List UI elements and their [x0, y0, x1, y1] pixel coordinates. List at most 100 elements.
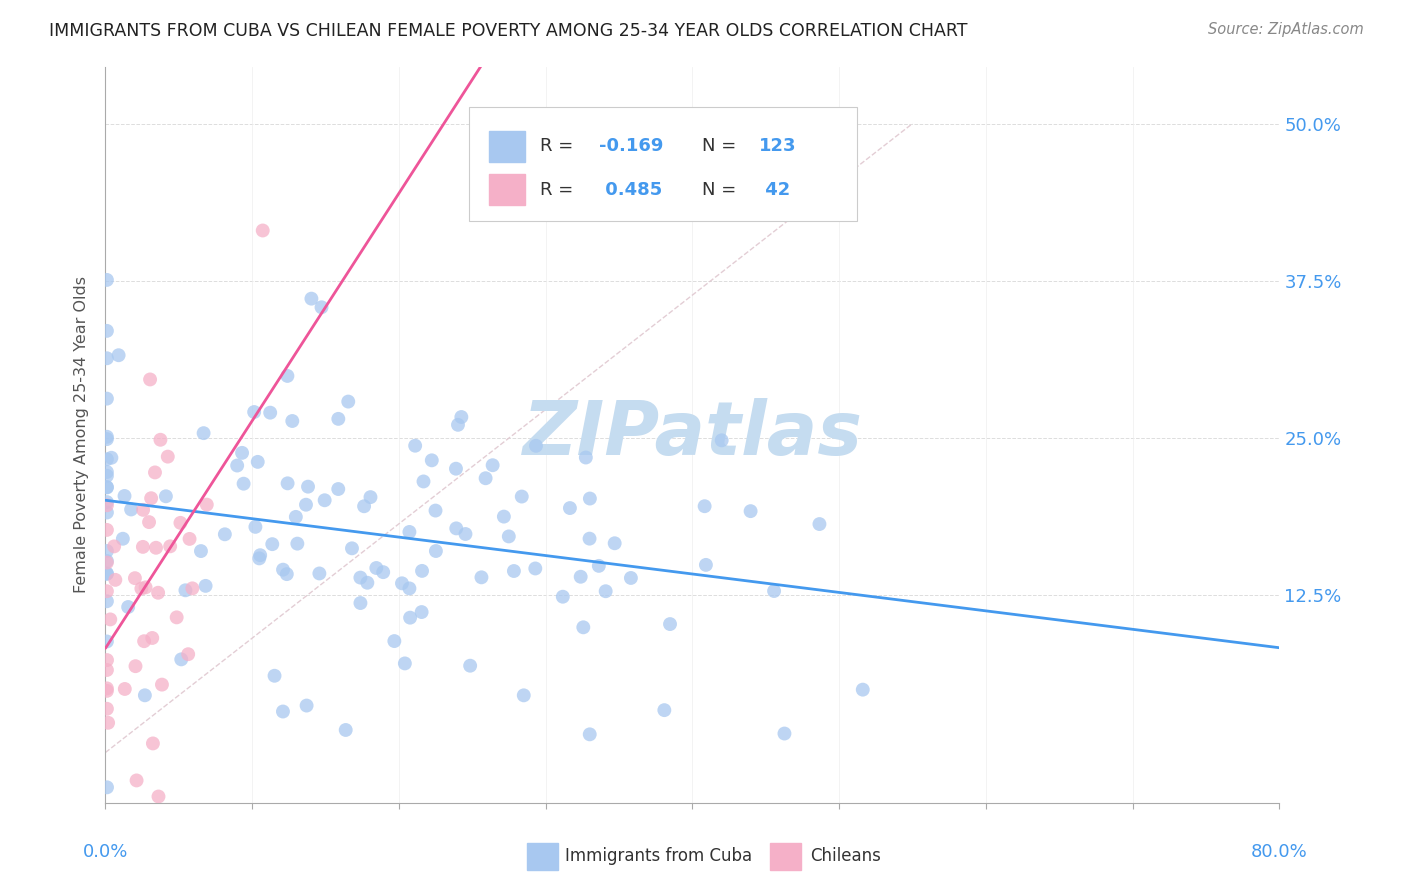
Point	[276, 368, 298, 383]
Point	[620, 571, 643, 585]
Point	[349, 571, 371, 585]
Point	[104, 573, 127, 587]
Point	[156, 450, 179, 464]
Point	[139, 372, 162, 386]
Point	[773, 726, 796, 740]
Point	[340, 541, 363, 556]
Point	[578, 532, 600, 546]
Point	[328, 482, 350, 496]
Point	[654, 703, 676, 717]
Text: Source: ZipAtlas.com: Source: ZipAtlas.com	[1208, 22, 1364, 37]
Point	[425, 503, 447, 517]
Point	[693, 499, 716, 513]
Point	[575, 450, 598, 465]
Text: R =: R =	[540, 181, 579, 199]
Point	[145, 541, 167, 555]
Point	[114, 489, 136, 503]
Point	[382, 634, 405, 648]
Point	[366, 561, 388, 575]
Point	[96, 480, 118, 494]
Point	[447, 417, 470, 432]
Point	[551, 590, 574, 604]
Point	[394, 657, 416, 671]
Point	[311, 300, 333, 314]
Point	[96, 468, 118, 483]
Point	[124, 571, 146, 585]
Point	[96, 392, 118, 406]
Point	[194, 579, 217, 593]
Point	[572, 620, 595, 634]
Point	[281, 414, 304, 428]
Point	[96, 432, 118, 446]
Point	[96, 465, 118, 479]
Point	[107, 348, 129, 362]
Point	[96, 780, 118, 795]
Point	[96, 544, 118, 558]
Text: N =: N =	[702, 137, 742, 155]
Point	[349, 596, 371, 610]
Point	[146, 586, 169, 600]
Point	[360, 490, 382, 504]
Point	[96, 554, 118, 568]
Point	[510, 490, 533, 504]
Point	[503, 564, 526, 578]
Point	[276, 567, 298, 582]
Point	[444, 461, 467, 475]
Bar	[489, 131, 524, 161]
Point	[595, 584, 617, 599]
Point	[232, 476, 254, 491]
Point	[214, 527, 236, 541]
Point	[125, 773, 148, 788]
Point	[149, 433, 172, 447]
Point	[170, 652, 193, 666]
Point	[356, 575, 378, 590]
Point	[120, 502, 142, 516]
Text: Immigrants from Cuba: Immigrants from Cuba	[565, 847, 752, 865]
Text: 42: 42	[759, 181, 790, 199]
Text: 123: 123	[759, 137, 797, 155]
Point	[524, 561, 547, 575]
Point	[114, 681, 136, 696]
Text: ZIPatlas: ZIPatlas	[523, 399, 862, 471]
Point	[195, 498, 218, 512]
Point	[579, 491, 602, 506]
Point	[308, 566, 330, 581]
Point	[124, 659, 146, 673]
Point	[411, 605, 433, 619]
Text: IMMIGRANTS FROM CUBA VS CHILEAN FEMALE POVERTY AMONG 25-34 YEAR OLDS CORRELATION: IMMIGRANTS FROM CUBA VS CHILEAN FEMALE P…	[49, 22, 967, 40]
Point	[337, 394, 360, 409]
Point	[262, 537, 284, 551]
Point	[763, 584, 786, 599]
Point	[450, 410, 472, 425]
Point	[139, 491, 162, 506]
Point	[470, 570, 492, 584]
Point	[96, 498, 118, 512]
Point	[277, 476, 299, 491]
Point	[328, 412, 350, 426]
Point	[498, 529, 520, 543]
Point	[481, 458, 503, 473]
Point	[96, 681, 118, 696]
Point	[474, 471, 496, 485]
Point	[96, 273, 118, 287]
Point	[159, 539, 181, 553]
Text: 0.485: 0.485	[599, 181, 662, 199]
Text: 80.0%: 80.0%	[1251, 843, 1308, 861]
Point	[181, 582, 204, 596]
Point	[138, 515, 160, 529]
Point	[97, 715, 120, 730]
Point	[143, 466, 166, 480]
Point	[420, 453, 443, 467]
Point	[446, 521, 468, 535]
Point	[399, 610, 422, 624]
Point	[458, 658, 481, 673]
Point	[411, 564, 433, 578]
Point	[96, 556, 118, 570]
Point	[177, 647, 200, 661]
Point	[131, 582, 153, 596]
Point	[710, 434, 733, 448]
Point	[588, 558, 610, 573]
Point	[169, 516, 191, 530]
Text: 0.0%: 0.0%	[83, 843, 128, 861]
Point	[314, 493, 336, 508]
